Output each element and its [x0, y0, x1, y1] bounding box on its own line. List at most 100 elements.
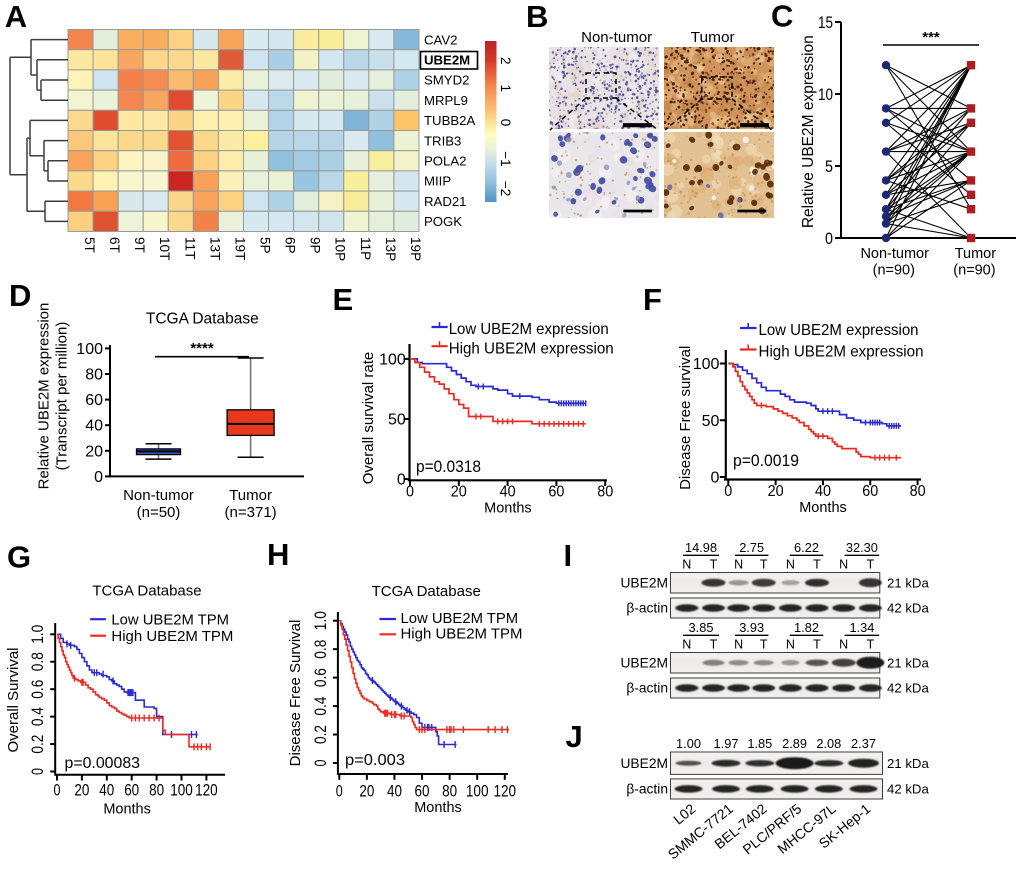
- svg-text:POGK: POGK: [424, 214, 462, 229]
- svg-text:****: ****: [190, 340, 214, 357]
- svg-text:(n=90): (n=90): [953, 262, 995, 278]
- svg-text:1.0: 1.0: [311, 611, 330, 630]
- svg-text:2.08: 2.08: [816, 736, 841, 751]
- svg-text:3.85: 3.85: [689, 620, 714, 635]
- svg-text:1.82: 1.82: [794, 620, 819, 635]
- svg-text:β-actin: β-actin: [626, 681, 668, 696]
- svg-text:120: 120: [195, 781, 218, 800]
- svg-text:60: 60: [862, 483, 878, 500]
- svg-text:TCGA Database: TCGA Database: [372, 583, 481, 600]
- svg-text:13P: 13P: [383, 237, 398, 261]
- svg-text:***: ***: [922, 29, 940, 46]
- svg-text:120: 120: [493, 782, 516, 801]
- svg-text:1.00: 1.00: [676, 736, 701, 751]
- svg-text:Tumor: Tumor: [955, 246, 997, 262]
- svg-text:9T: 9T: [132, 237, 147, 253]
- svg-text:N: N: [839, 638, 848, 652]
- svg-text:Tumor: Tumor: [691, 29, 735, 46]
- svg-text:−2: −2: [498, 181, 513, 196]
- svg-text:60: 60: [124, 781, 139, 800]
- svg-text:UBE2M: UBE2M: [620, 576, 668, 591]
- svg-text:19P: 19P: [408, 237, 423, 261]
- svg-text:20: 20: [74, 781, 89, 800]
- svg-text:40: 40: [500, 483, 516, 500]
- svg-text:p=0.003: p=0.003: [345, 752, 405, 769]
- svg-text:Months: Months: [799, 500, 847, 516]
- svg-text:6P: 6P: [283, 237, 298, 254]
- svg-text:TCGA Database: TCGA Database: [146, 311, 259, 328]
- svg-text:100: 100: [170, 781, 193, 800]
- svg-text:0: 0: [28, 768, 47, 775]
- svg-text:Low UBE2M TPM: Low UBE2M TPM: [111, 612, 229, 629]
- svg-text:Overall survival rate: Overall survival rate: [360, 352, 377, 485]
- svg-text:1.97: 1.97: [714, 736, 739, 751]
- svg-text:5P: 5P: [258, 237, 273, 254]
- svg-text:0.6: 0.6: [311, 668, 330, 687]
- svg-text:42 kDa: 42 kDa: [887, 681, 929, 696]
- svg-text:13T: 13T: [207, 237, 222, 260]
- svg-text:T: T: [813, 638, 821, 652]
- svg-text:1.0: 1.0: [28, 625, 47, 644]
- svg-text:High UBE2M TPM: High UBE2M TPM: [401, 625, 523, 642]
- svg-text:0: 0: [724, 483, 732, 500]
- svg-text:T: T: [813, 558, 821, 572]
- svg-text:11P: 11P: [358, 237, 373, 260]
- svg-text:20: 20: [451, 483, 467, 500]
- svg-text:50: 50: [388, 411, 406, 428]
- svg-text:80: 80: [85, 367, 103, 384]
- svg-text:Months: Months: [103, 801, 151, 817]
- svg-text:Overall Survival: Overall Survival: [5, 647, 22, 752]
- svg-text:T: T: [760, 558, 768, 572]
- svg-text:0.4: 0.4: [28, 707, 47, 726]
- svg-text:B: B: [526, 0, 548, 34]
- svg-text:p=0.00083: p=0.00083: [65, 755, 141, 772]
- svg-text:CAV2: CAV2: [424, 32, 457, 47]
- svg-text:0: 0: [825, 229, 833, 248]
- svg-text:Months: Months: [484, 501, 532, 517]
- svg-text:p=0.0318: p=0.0318: [416, 457, 481, 476]
- svg-text:0.8: 0.8: [311, 640, 330, 659]
- svg-text:21 kDa: 21 kDa: [887, 656, 929, 671]
- svg-text:G: G: [7, 539, 31, 574]
- svg-text:0: 0: [397, 472, 406, 489]
- svg-text:N: N: [839, 558, 848, 572]
- svg-text:N: N: [682, 638, 691, 652]
- svg-text:p=0.0019: p=0.0019: [733, 451, 799, 470]
- svg-text:21 kDa: 21 kDa: [887, 756, 929, 771]
- svg-text:0: 0: [406, 483, 414, 500]
- svg-text:Non-tumor: Non-tumor: [123, 487, 194, 504]
- svg-text:J: J: [566, 719, 583, 754]
- svg-text:80: 80: [597, 483, 613, 500]
- svg-text:N: N: [734, 558, 743, 572]
- svg-text:T: T: [867, 638, 875, 652]
- svg-text:RAD21: RAD21: [424, 194, 467, 209]
- svg-text:1.85: 1.85: [747, 736, 772, 751]
- svg-text:A: A: [5, 0, 27, 34]
- svg-text:100: 100: [466, 782, 489, 801]
- svg-text:0: 0: [94, 469, 103, 486]
- svg-text:TRIB3: TRIB3: [424, 133, 461, 148]
- svg-text:42 kDa: 42 kDa: [887, 601, 929, 616]
- svg-text:T: T: [760, 638, 768, 652]
- svg-text:0.6: 0.6: [28, 680, 47, 699]
- svg-text:80: 80: [910, 483, 926, 500]
- svg-text:I: I: [564, 538, 573, 573]
- svg-text:−1: −1: [498, 151, 513, 166]
- svg-text:19T: 19T: [233, 237, 248, 260]
- svg-text:F: F: [643, 282, 662, 317]
- svg-text:Relative UBE2M expression: Relative UBE2M expression: [36, 303, 53, 490]
- svg-text:Relative UBE2M expression: Relative UBE2M expression: [800, 35, 817, 228]
- svg-text:0: 0: [54, 781, 61, 800]
- svg-text:32.30: 32.30: [846, 540, 878, 555]
- svg-text:0.2: 0.2: [28, 735, 47, 754]
- svg-text:20: 20: [85, 443, 103, 460]
- svg-text:Non-tumor: Non-tumor: [581, 29, 652, 46]
- svg-text:β-actin: β-actin: [626, 781, 668, 796]
- svg-text:11T: 11T: [182, 237, 197, 259]
- svg-text:(n=371): (n=371): [225, 504, 277, 521]
- svg-text:10: 10: [818, 85, 833, 104]
- svg-text:TUBB2A: TUBB2A: [424, 113, 476, 128]
- svg-text:20: 20: [768, 483, 784, 500]
- svg-text:5T: 5T: [82, 237, 97, 253]
- svg-text:10P: 10P: [333, 237, 348, 261]
